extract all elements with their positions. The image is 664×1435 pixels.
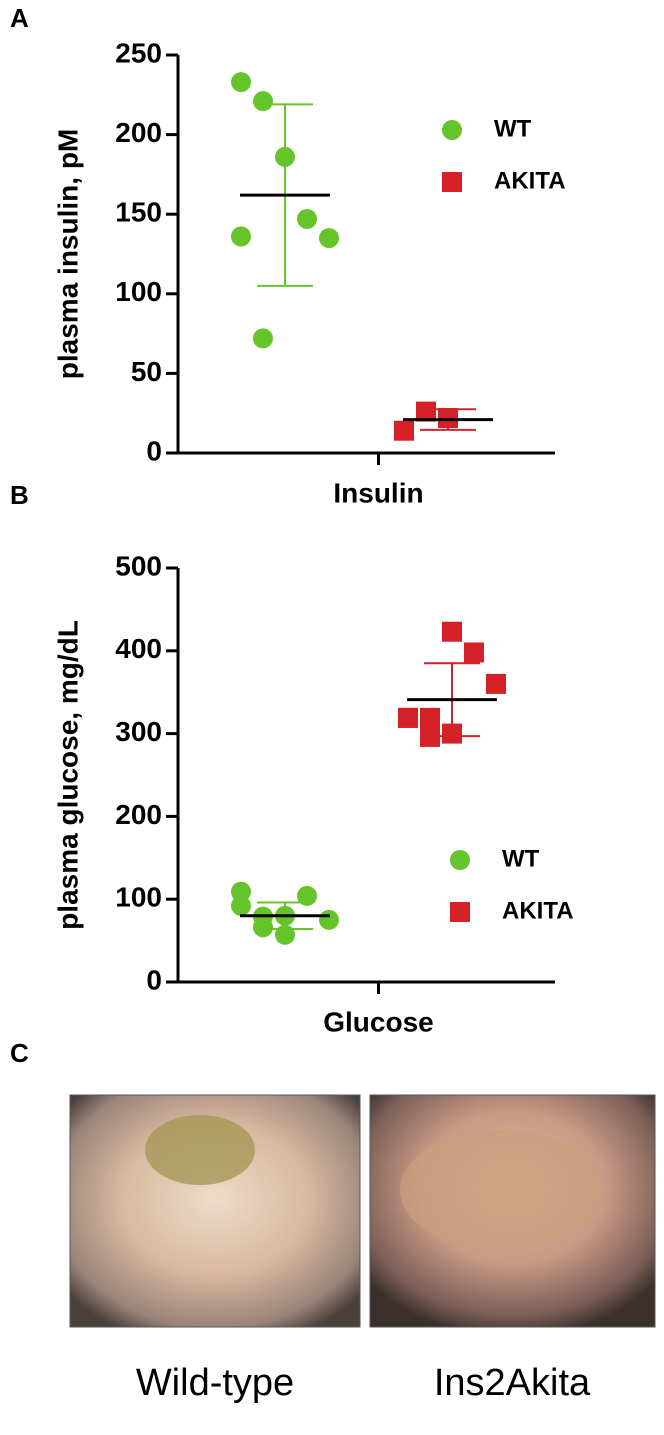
legend-marker <box>442 120 462 140</box>
photo-caption: Ins2Akita <box>434 1362 591 1404</box>
data-point <box>297 885 317 906</box>
photo-caption: Wild-type <box>136 1362 294 1404</box>
data-point <box>319 909 339 930</box>
data-point <box>416 401 436 422</box>
y-tick-label: 100 <box>115 882 162 913</box>
panel-label: C <box>10 1038 29 1068</box>
panel-label: A <box>10 3 29 33</box>
data-point <box>253 328 273 349</box>
legend-marker <box>442 172 462 192</box>
data-point <box>464 642 484 663</box>
data-point <box>442 621 462 642</box>
legend-label: WT <box>494 115 532 142</box>
data-point <box>297 208 317 229</box>
y-tick-label: 100 <box>115 276 162 307</box>
data-point <box>231 881 251 902</box>
data-point <box>231 72 251 93</box>
y-tick-label: 50 <box>131 356 162 387</box>
x-axis-label: Glucose <box>323 1006 433 1037</box>
y-tick-label: 400 <box>115 633 162 664</box>
legend-marker <box>450 850 470 870</box>
y-tick-label: 150 <box>115 197 162 228</box>
x-axis-label: Insulin <box>333 477 423 508</box>
photo-detail <box>400 1130 600 1250</box>
data-point <box>231 895 251 916</box>
y-axis-label: plasma insulin, pM <box>52 129 83 379</box>
data-point <box>319 228 339 249</box>
y-tick-label: 300 <box>115 716 162 747</box>
data-point <box>420 707 440 728</box>
legend-label: AKITA <box>494 167 566 194</box>
legend-label: WT <box>502 845 540 872</box>
data-point <box>231 226 251 247</box>
y-tick-label: 200 <box>115 117 162 148</box>
legend-marker <box>450 902 470 922</box>
legend-label: AKITA <box>502 897 574 924</box>
y-tick-label: 0 <box>146 964 162 995</box>
photo-detail <box>145 1115 255 1185</box>
y-tick-label: 250 <box>115 37 162 68</box>
y-tick-label: 500 <box>115 550 162 581</box>
data-point <box>398 707 418 728</box>
data-point <box>486 673 506 694</box>
data-point <box>253 91 273 112</box>
panel-label: B <box>10 480 29 510</box>
y-axis-label: plasma glucose, mg/dL <box>52 620 83 930</box>
data-point <box>394 420 414 441</box>
y-tick-label: 200 <box>115 799 162 830</box>
y-tick-label: 0 <box>146 435 162 466</box>
